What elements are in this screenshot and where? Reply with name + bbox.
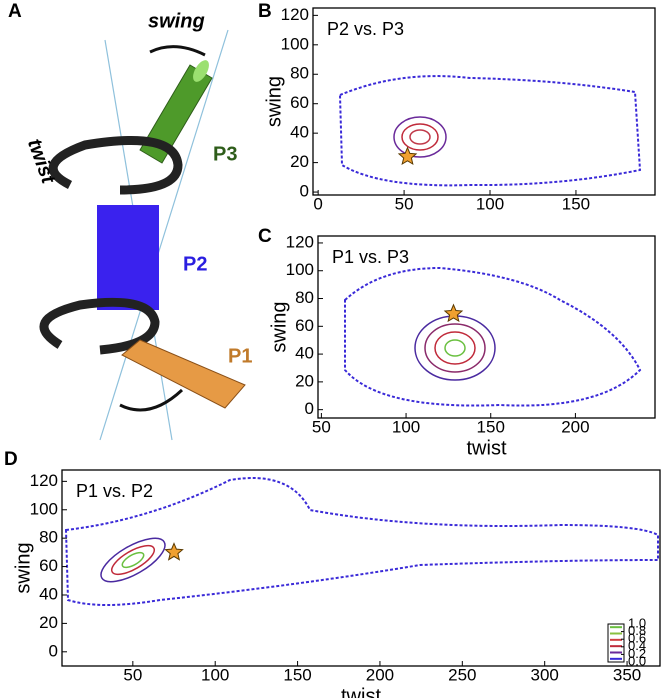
- y-axis-label: swing: [263, 76, 285, 127]
- y-tick-label: 0: [305, 399, 314, 418]
- colorbar-tick-label: 0.2: [628, 646, 646, 661]
- y-tick-label: 40: [39, 584, 58, 603]
- panel-label: C: [258, 226, 272, 247]
- colorbar-tick-label: 0.6: [628, 631, 646, 646]
- y-tick-label: 20: [290, 152, 309, 171]
- x-tick-label: 50: [312, 417, 331, 436]
- contours: [64, 75, 659, 606]
- x-tick-label: 50: [123, 665, 142, 684]
- panel-label: B: [258, 1, 272, 22]
- x-tick-label: 300: [530, 665, 558, 684]
- y-tick-label: 0: [300, 182, 309, 201]
- panel-label: D: [4, 449, 18, 470]
- x-axis-label: twist: [341, 685, 381, 698]
- y-tick-label: 100: [281, 34, 309, 53]
- swing-label: swing: [148, 10, 205, 32]
- x-tick-label: 0: [313, 194, 322, 213]
- y-tick-label: 80: [295, 288, 314, 307]
- y-tick-label: 60: [290, 93, 309, 112]
- y-tick-label: 120: [281, 5, 309, 24]
- swing-arrow: [149, 45, 206, 57]
- y-axis-label: swing: [268, 301, 290, 352]
- x-tick-label: 50: [395, 194, 414, 213]
- twist-arrow: [39, 297, 160, 355]
- star-marker: [397, 146, 418, 166]
- swing-arrow: [119, 388, 184, 412]
- y-tick-label: 100: [30, 499, 58, 518]
- y-tick-label: 80: [39, 528, 58, 547]
- y-tick-label: 80: [290, 64, 309, 83]
- helix-end: [193, 60, 209, 82]
- diagram: A swing twist P3 P2 P1: [8, 1, 252, 441]
- helix-p2: [97, 205, 159, 310]
- colorbar-tick-label: 0.4: [628, 638, 646, 653]
- y-tick-label: 120: [30, 471, 58, 490]
- colorbar-tick-label: 0.0: [628, 653, 646, 668]
- colorbar-frame: [607, 623, 625, 663]
- y-tick-label: 120: [286, 232, 314, 251]
- plot-frame: [312, 7, 656, 196]
- y-tick-label: 60: [295, 316, 314, 335]
- chart-title: P1 vs. P2: [76, 481, 153, 501]
- y-tick-label: 0: [49, 641, 58, 660]
- y-tick-label: 20: [39, 613, 58, 632]
- y-tick-label: 100: [286, 260, 314, 279]
- panel-label: A: [8, 1, 22, 22]
- p1-label: P1: [228, 345, 252, 367]
- chart-title: P2 vs. P3: [327, 19, 404, 39]
- chart-title: P1 vs. P3: [332, 247, 409, 267]
- x-tick-label: 200: [561, 417, 589, 436]
- p2-label: P2: [183, 253, 207, 275]
- colorbar-tick-label: 0.8: [628, 623, 646, 638]
- y-tick-label: 40: [290, 123, 309, 142]
- axis-line: [99, 29, 229, 441]
- helix-p1: [121, 339, 246, 409]
- x-axis-label: twist: [467, 437, 507, 459]
- star-marker: [443, 303, 464, 323]
- x-tick-label: 250: [448, 665, 476, 684]
- y-tick-label: 20: [295, 371, 314, 390]
- x-tick-label: 100: [476, 194, 504, 213]
- helix-p3: [139, 64, 213, 164]
- y-axis-label: swing: [12, 542, 34, 593]
- x-tick-label: 100: [392, 417, 420, 436]
- x-tick-label: 350: [613, 665, 641, 684]
- x-tick-label: 200: [366, 665, 394, 684]
- plot-frame: [317, 235, 656, 419]
- twist-arrow: [48, 136, 183, 195]
- colorbar-tick-label: 1.0: [628, 615, 646, 630]
- x-tick-label: 150: [562, 194, 590, 213]
- star-marker: [164, 542, 184, 561]
- y-tick-label: 60: [39, 556, 58, 575]
- plot-frame: [61, 469, 661, 667]
- x-tick-label: 150: [477, 417, 505, 436]
- y-tick-label: 40: [295, 344, 314, 363]
- x-tick-label: 150: [283, 665, 311, 684]
- x-tick-label: 100: [201, 665, 229, 684]
- p3-label: P3: [213, 143, 237, 165]
